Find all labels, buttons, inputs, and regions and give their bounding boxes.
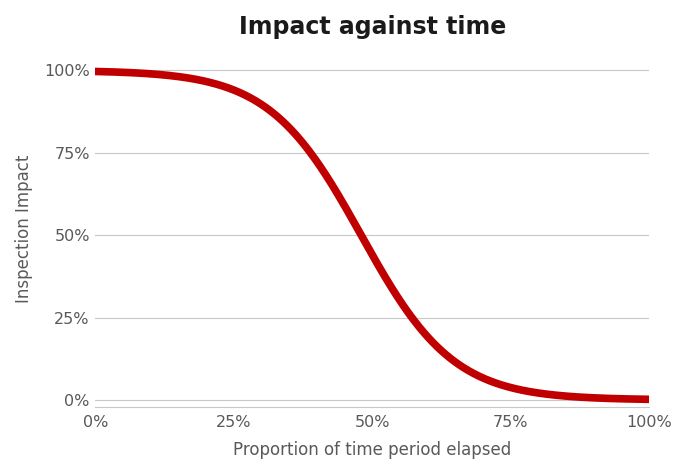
X-axis label: Proportion of time period elapsed: Proportion of time period elapsed [233,441,511,459]
Y-axis label: Inspection Impact: Inspection Impact [15,155,33,303]
Title: Impact against time: Impact against time [238,15,506,39]
